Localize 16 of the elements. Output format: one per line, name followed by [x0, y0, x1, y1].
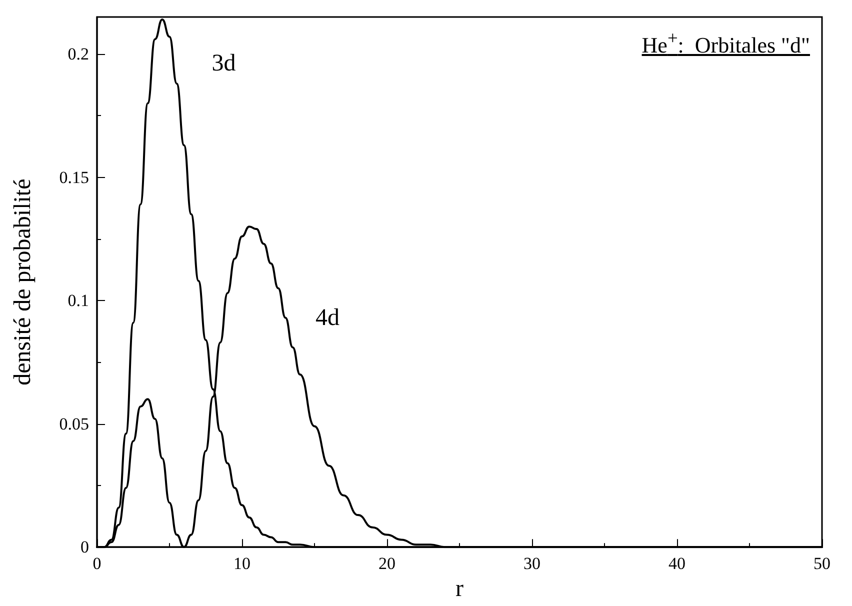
x-tick-label: 20 — [378, 554, 396, 574]
series-label: 3d — [212, 50, 236, 77]
y-tick-label: 0.1 — [68, 291, 89, 310]
y-axis-title: densité de probabilité — [10, 178, 36, 386]
x-tick-label: 50 — [814, 554, 830, 574]
text: He$^{+}$: Orbitales "d" — [642, 28, 810, 58]
y-tick-label: 0.2 — [68, 44, 89, 64]
x-tick-label: 10 — [234, 554, 250, 574]
y-tick-label: 0 — [80, 538, 89, 557]
x-tick-label: 40 — [668, 554, 686, 574]
y-tick-label: 0.15 — [59, 168, 89, 187]
series-label: 4d — [316, 304, 340, 331]
x-axis-title: r — [456, 576, 464, 602]
x-tick-label: 0 — [92, 554, 102, 574]
x-tick-label: 30 — [524, 554, 540, 574]
y-tick-label: 0.05 — [59, 414, 89, 434]
